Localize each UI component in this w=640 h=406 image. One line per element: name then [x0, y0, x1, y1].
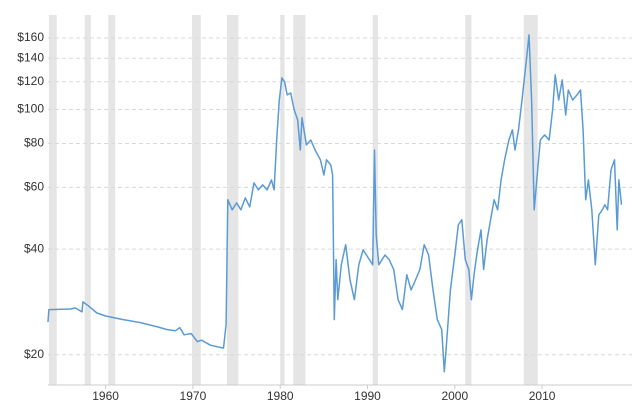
y-tick-label: $160	[17, 30, 44, 44]
x-tick-label: 2010	[529, 389, 556, 403]
y-tick-label: $40	[24, 241, 44, 255]
y-tick-label: $80	[24, 136, 44, 150]
y-tick-label: $60	[24, 180, 44, 194]
x-tick-label: 1960	[92, 389, 119, 403]
recession-band	[84, 15, 91, 385]
recession-band	[48, 15, 57, 385]
recession-band	[280, 15, 285, 385]
y-tick-label: $120	[17, 74, 44, 88]
recession-band	[108, 15, 116, 385]
x-tick-label: 1970	[180, 389, 207, 403]
recession-band	[192, 15, 201, 385]
x-tick-label: 1990	[354, 389, 381, 403]
y-tick-label: $100	[17, 102, 44, 116]
x-tick-label: 1980	[267, 389, 294, 403]
x-tick-label: 2000	[441, 389, 468, 403]
price-line	[47, 34, 623, 373]
recession-band	[465, 15, 472, 385]
recession-band	[226, 15, 239, 385]
y-tick-label: $140	[17, 50, 44, 64]
y-tick-label: $20	[24, 347, 44, 361]
recession-band	[523, 15, 538, 385]
recession-band	[293, 15, 306, 385]
